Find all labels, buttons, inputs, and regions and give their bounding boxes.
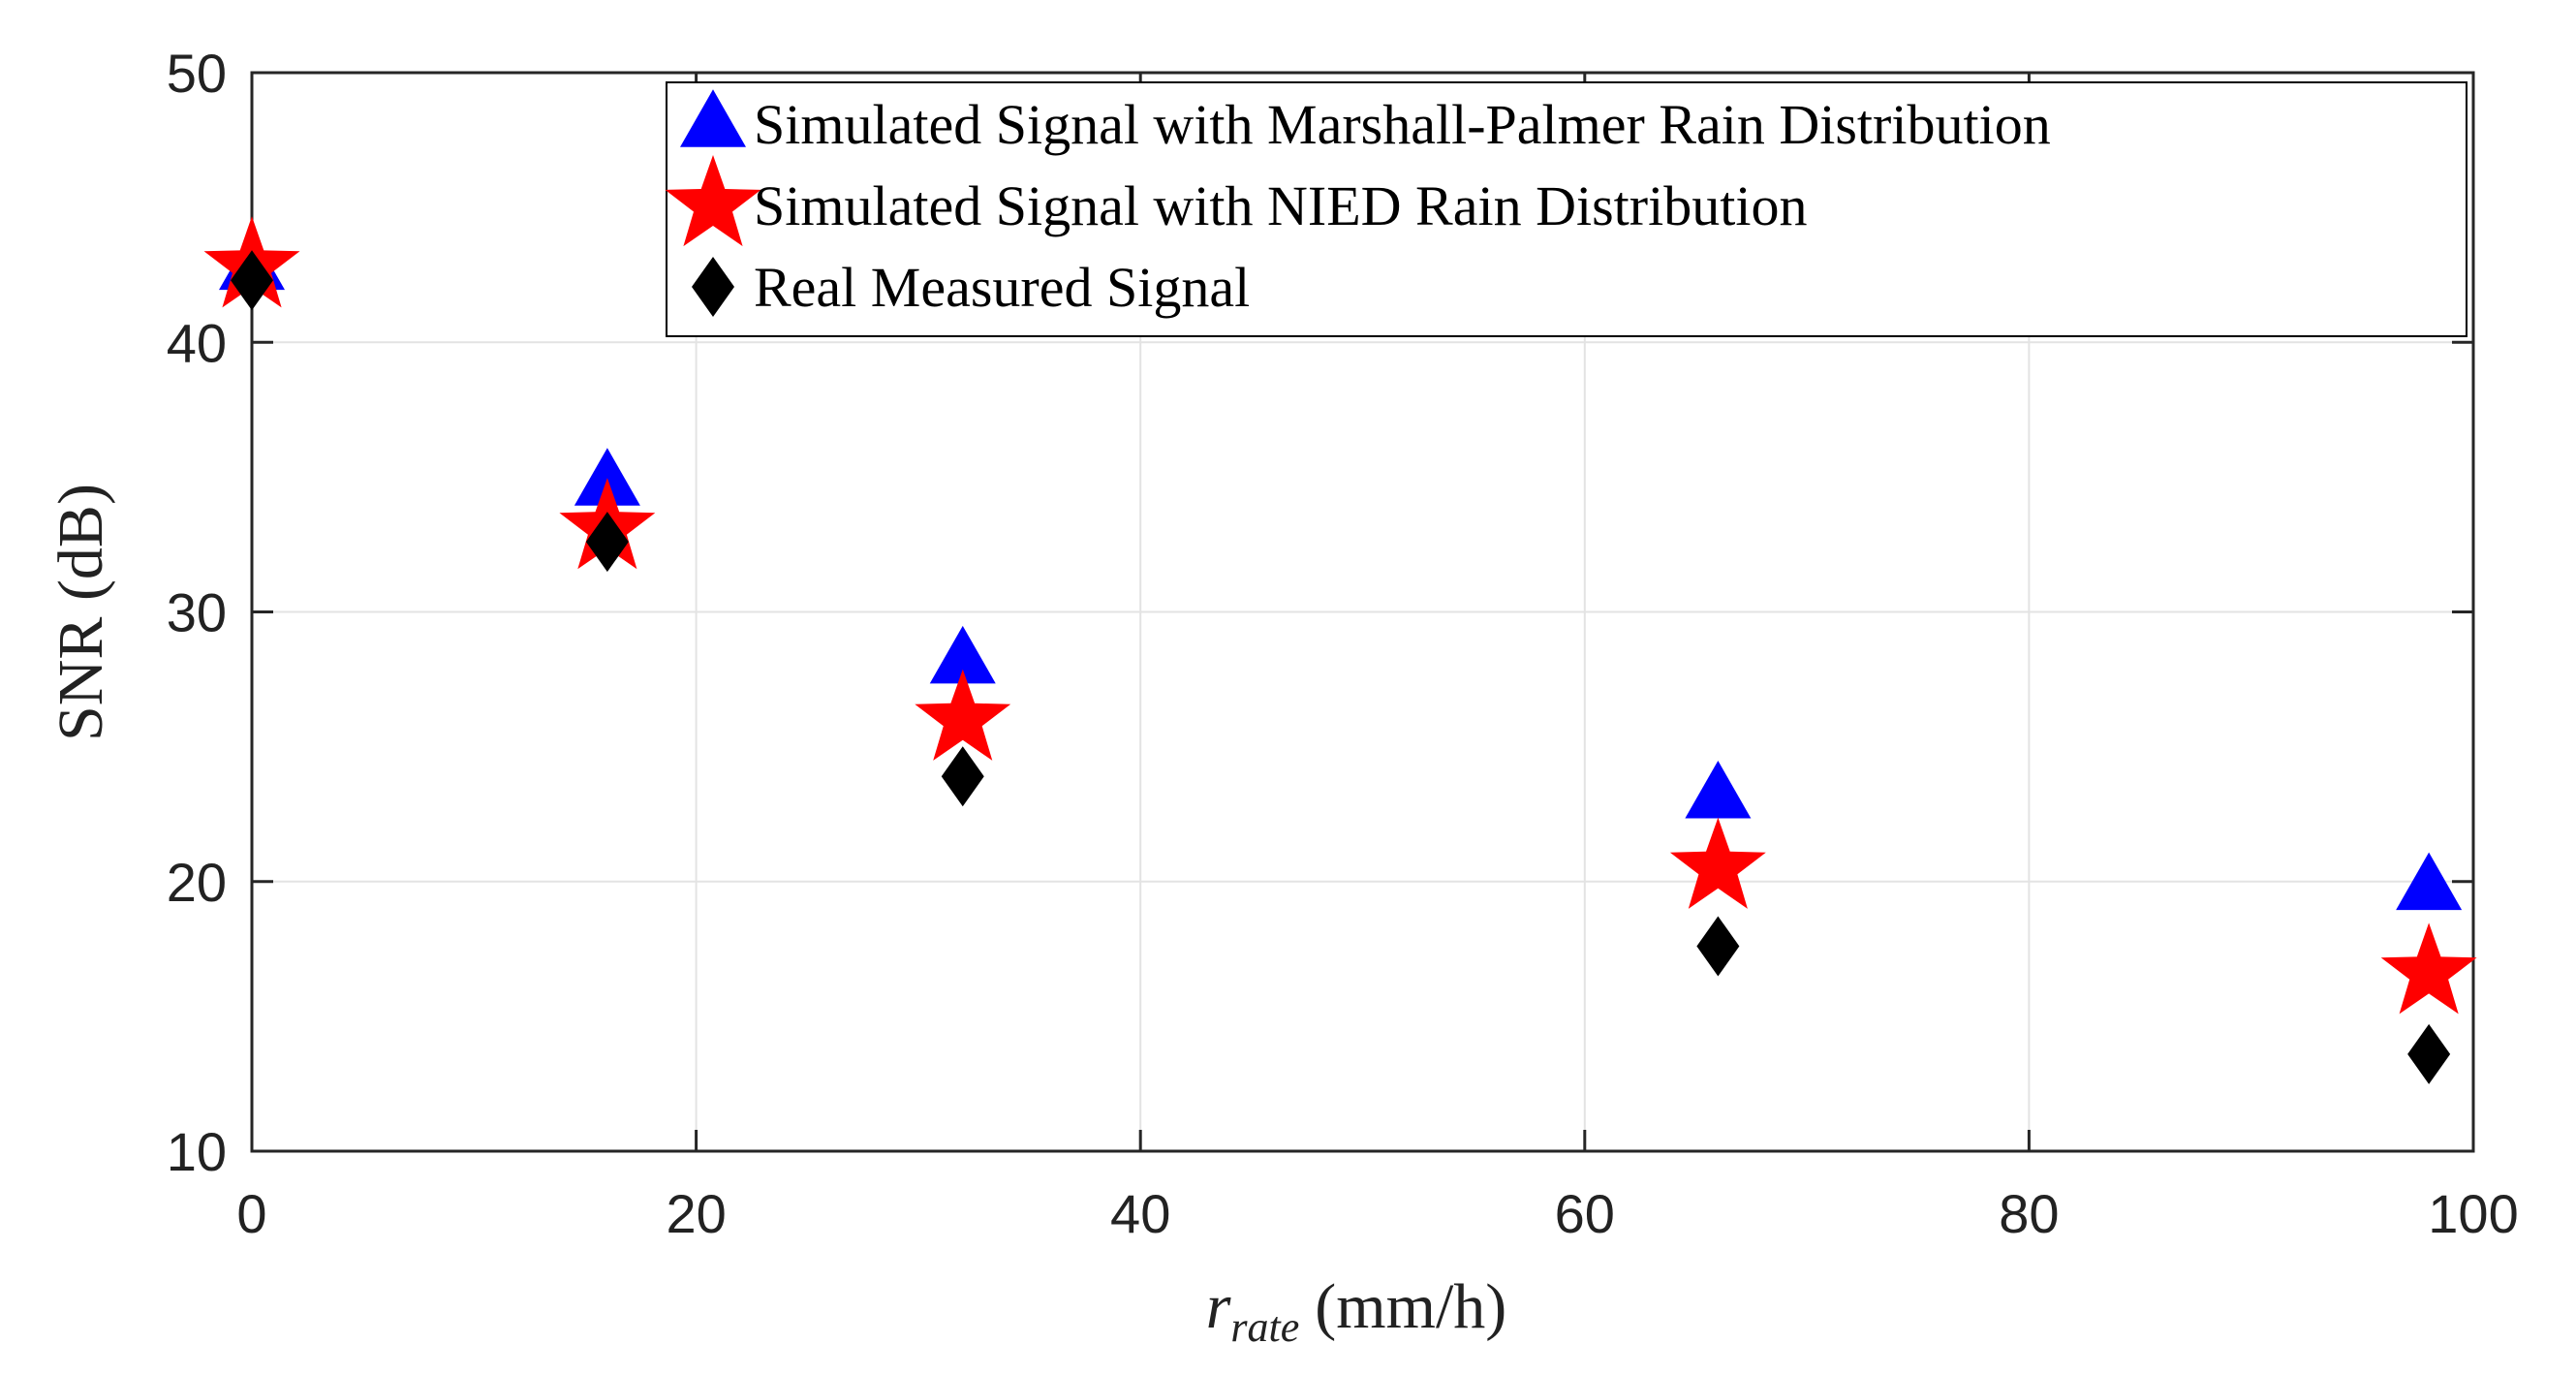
data-point-real-measured bbox=[2407, 1023, 2451, 1084]
data-point-real-measured bbox=[1696, 916, 1740, 977]
data-point-marshall-palmer bbox=[929, 625, 996, 684]
x-axis-label: rrate (mm/h) bbox=[1206, 1271, 1507, 1351]
y-axis-label: SNR (dB) bbox=[46, 484, 116, 741]
data-point-real-measured bbox=[585, 512, 629, 573]
plot-area-frame bbox=[250, 71, 2475, 1153]
y-tick-label: 10 bbox=[167, 1121, 227, 1182]
legend-marker-marshall-palmer bbox=[680, 89, 746, 147]
data-point-marshall-palmer bbox=[574, 448, 640, 506]
legend-label-marshall-palmer: Simulated Signal with Marshall-Palmer Ra… bbox=[754, 93, 2051, 156]
legend-label-real-measured: Real Measured Signal bbox=[754, 256, 1250, 319]
legend-markers bbox=[665, 89, 761, 317]
y-tick-label: 20 bbox=[167, 852, 227, 913]
data-markers bbox=[203, 216, 2477, 1084]
x-tick-label: 40 bbox=[1110, 1183, 1170, 1244]
data-point-nied bbox=[1669, 817, 1766, 909]
x-axis-label-unit: (mm/h) bbox=[1315, 1271, 1506, 1342]
x-tick-label: 60 bbox=[1555, 1183, 1615, 1244]
y-tick-label: 50 bbox=[167, 43, 227, 104]
x-axis-label-subscript: rate bbox=[1230, 1303, 1299, 1351]
x-tick-label: 0 bbox=[236, 1183, 266, 1244]
tick-labels: 0 20 40 60 80 100 10 20 30 40 50 bbox=[167, 43, 2519, 1244]
y-tick-label: 30 bbox=[167, 582, 227, 643]
data-point-nied bbox=[2380, 922, 2477, 1015]
data-point-marshall-palmer bbox=[1685, 761, 1752, 819]
y-tick-label: 40 bbox=[167, 312, 227, 373]
x-tick-label: 100 bbox=[2428, 1183, 2518, 1244]
legend-marker-real-measured bbox=[692, 257, 734, 317]
data-point-real-measured bbox=[941, 746, 984, 807]
x-tick-label: 80 bbox=[1999, 1183, 2059, 1244]
legend-box bbox=[666, 81, 2467, 337]
legend: Simulated Signal with Marshall-Palmer Ra… bbox=[665, 81, 2467, 337]
legend-marker-nied bbox=[665, 155, 761, 247]
x-tick-label: 20 bbox=[666, 1183, 726, 1244]
data-point-real-measured bbox=[231, 250, 273, 311]
legend-label-nied: Simulated Signal with NIED Rain Distribu… bbox=[754, 174, 1807, 237]
data-point-nied bbox=[915, 669, 1011, 761]
x-axis-label-main: r bbox=[1206, 1271, 1231, 1342]
data-point-marshall-palmer bbox=[2396, 852, 2463, 911]
